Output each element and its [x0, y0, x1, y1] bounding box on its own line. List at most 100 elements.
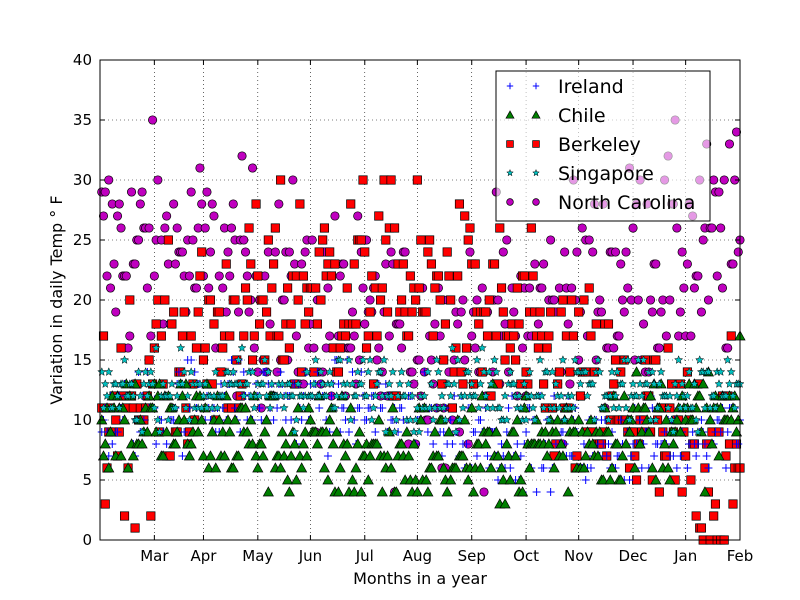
data-point	[535, 307, 545, 317]
data-point	[460, 211, 470, 221]
data-point	[654, 379, 664, 388]
data-point	[115, 450, 127, 461]
data-point	[350, 462, 362, 473]
data-point	[242, 271, 252, 281]
data-point	[192, 426, 204, 437]
data-point	[581, 367, 591, 376]
data-point	[223, 247, 233, 257]
data-point	[618, 390, 630, 401]
data-point	[728, 391, 738, 400]
data-point	[697, 378, 709, 389]
data-point	[341, 438, 353, 449]
data-point	[170, 259, 180, 269]
data-point	[546, 488, 555, 496]
data-point	[283, 283, 293, 293]
data-point	[377, 283, 387, 293]
data-point	[505, 110, 515, 119]
data-point	[712, 271, 722, 281]
data-point	[610, 391, 621, 400]
data-point	[134, 235, 144, 245]
data-point	[666, 415, 677, 424]
data-point	[636, 426, 648, 437]
data-point	[472, 355, 482, 364]
data-point	[132, 415, 142, 424]
data-point	[723, 428, 732, 436]
data-point	[505, 367, 515, 376]
data-point	[325, 247, 335, 257]
data-point	[426, 379, 437, 388]
data-point	[311, 355, 321, 364]
data-point	[575, 391, 585, 401]
data-point	[116, 343, 126, 353]
data-point	[309, 343, 319, 353]
data-point	[501, 438, 513, 449]
data-point	[273, 404, 282, 412]
data-point	[286, 319, 296, 329]
data-point	[461, 343, 472, 353]
data-point	[723, 355, 733, 364]
series-singapore	[97, 343, 745, 436]
data-point	[297, 259, 307, 269]
data-point	[719, 175, 729, 185]
x-tick-label: May	[242, 547, 273, 565]
data-point	[149, 403, 160, 412]
data-point	[420, 474, 432, 485]
data-point	[323, 283, 333, 293]
data-point	[603, 319, 614, 329]
data-point	[726, 331, 736, 341]
data-point	[263, 367, 273, 376]
data-point	[462, 440, 471, 448]
data-point	[592, 450, 604, 461]
data-point	[485, 462, 497, 473]
data-point	[316, 367, 326, 376]
data-point	[355, 486, 367, 497]
data-point	[179, 307, 189, 317]
data-point	[315, 404, 324, 412]
data-point	[244, 223, 254, 233]
data-point	[428, 331, 438, 341]
data-point	[537, 283, 547, 293]
data-point	[325, 367, 335, 376]
data-point	[279, 403, 289, 412]
data-point	[307, 235, 317, 245]
data-point	[684, 367, 694, 376]
data-point	[491, 367, 501, 376]
data-point	[644, 390, 657, 401]
data-point	[651, 415, 661, 424]
data-point	[589, 415, 600, 424]
data-point	[169, 199, 179, 209]
data-point	[172, 391, 182, 400]
x-tick-label: Apr	[190, 547, 217, 565]
data-point	[664, 474, 676, 485]
data-point	[532, 198, 540, 206]
data-point	[218, 450, 231, 461]
data-point	[499, 498, 511, 509]
data-point	[204, 450, 217, 461]
data-point	[98, 331, 109, 341]
data-point	[345, 402, 357, 413]
data-point	[104, 175, 114, 185]
data-point	[416, 235, 426, 245]
data-point	[423, 428, 432, 436]
x-tick-label: Feb	[727, 547, 754, 565]
data-point	[237, 343, 247, 352]
data-point	[516, 486, 529, 497]
data-point	[692, 452, 701, 460]
data-point	[716, 428, 725, 436]
data-point	[284, 343, 294, 353]
data-point	[386, 175, 396, 185]
data-point	[365, 355, 375, 364]
data-point	[358, 175, 368, 185]
data-point	[552, 414, 564, 425]
data-point	[683, 464, 692, 472]
data-point	[177, 379, 188, 388]
data-point	[187, 356, 196, 364]
data-point	[259, 426, 271, 437]
data-point	[361, 343, 372, 353]
data-point	[502, 415, 512, 424]
data-point	[446, 295, 456, 305]
series-ireland	[97, 356, 744, 496]
data-point	[574, 307, 584, 317]
data-point	[458, 295, 468, 305]
